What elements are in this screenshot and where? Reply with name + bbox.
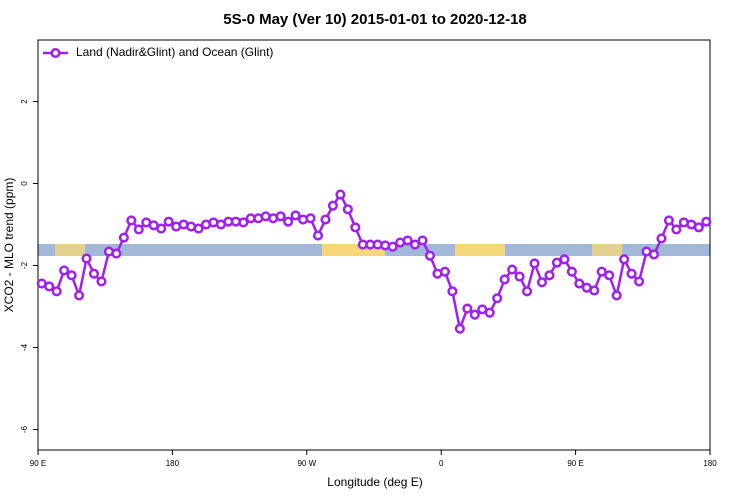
x-tick-label: 180 (166, 459, 180, 468)
y-tick-label: -2 (20, 261, 29, 269)
data-point (604, 270, 615, 281)
x-tick-label: 90 E (567, 459, 583, 468)
data-point (387, 241, 398, 252)
land-patch (592, 244, 622, 256)
data-point (51, 286, 62, 297)
data-point (81, 253, 92, 264)
data-point (522, 286, 533, 297)
data-point (88, 268, 100, 279)
data-point (454, 323, 465, 334)
data-point (238, 217, 249, 228)
y-tick-label: -6 (20, 425, 29, 433)
x-tick-label: 90 W (297, 459, 316, 468)
data-point (589, 285, 600, 296)
y-axis-label: XCO2 - MLO trend (ppm) (2, 178, 16, 313)
data-point (275, 211, 286, 222)
data-point (133, 224, 144, 235)
data-point (514, 271, 525, 282)
data-point (596, 266, 607, 277)
land-patch (55, 244, 85, 256)
data-point (96, 276, 107, 287)
land-patch (455, 244, 505, 256)
data-point (402, 235, 413, 246)
data-point (619, 254, 630, 265)
data-point (611, 290, 622, 301)
data-point (499, 274, 510, 285)
data-point (305, 213, 316, 224)
data-point (126, 215, 137, 226)
y-tick-label: 0 (20, 181, 29, 186)
chart-title: 5S-0 May (Ver 10) 2015-01-01 to 2020-12-… (223, 11, 527, 28)
data-point (439, 266, 450, 277)
data-point (342, 204, 353, 215)
legend-marker (50, 47, 61, 59)
data-point (193, 223, 204, 234)
data-point (424, 250, 436, 261)
data-point (469, 309, 480, 320)
data-point (66, 270, 77, 281)
x-axis-label: Longitude (deg E) (327, 475, 422, 489)
data-point (484, 307, 495, 318)
data-point (335, 189, 346, 200)
y-tick-label: 2 (20, 99, 29, 104)
data-point (163, 216, 174, 227)
data-point (417, 235, 428, 246)
x-tick-label: 0 (439, 459, 444, 468)
x-tick-label: 90 E (30, 459, 46, 468)
data-point (634, 276, 645, 287)
data-point (462, 303, 473, 314)
data-point (559, 254, 570, 265)
data-point (290, 210, 301, 221)
data-point (529, 258, 540, 269)
data-point (447, 286, 458, 297)
data-point (507, 264, 518, 275)
data-point (118, 232, 129, 243)
data-point (574, 278, 585, 289)
x-tick-label: 180 (703, 459, 717, 468)
data-point (671, 224, 682, 235)
data-point (410, 239, 421, 250)
data-point (283, 216, 294, 227)
data-point (536, 277, 548, 288)
y-tick-label: -4 (20, 343, 29, 351)
data-point (663, 215, 674, 226)
data-point (693, 222, 704, 233)
data-point (59, 265, 70, 276)
data-point (492, 293, 503, 304)
data-point (626, 268, 637, 279)
data-point (312, 230, 324, 241)
data-point (566, 266, 577, 277)
data-point (74, 290, 85, 301)
map-band (38, 244, 710, 256)
data-point (648, 249, 660, 260)
data-point (156, 223, 167, 234)
data-point (350, 222, 361, 233)
data-point (320, 214, 331, 225)
data-line (41, 192, 708, 334)
legend-label: Land (Nadir&Glint) and Ocean (Glint) (76, 45, 273, 59)
data-point (656, 233, 667, 244)
data-point (701, 216, 712, 227)
data-point (544, 270, 555, 281)
data-point (327, 200, 338, 211)
data-point (111, 248, 122, 259)
plot-frame (37, 39, 711, 451)
data-point (44, 281, 55, 292)
